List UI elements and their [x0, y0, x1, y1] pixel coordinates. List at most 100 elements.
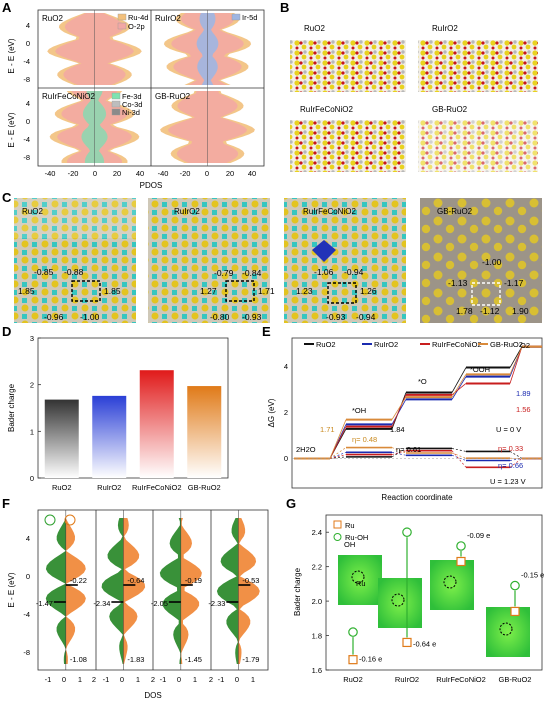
legend-o2p: O-2p: [128, 22, 145, 31]
svg-text:4: 4: [26, 99, 30, 108]
svg-text:-0.79: -0.79: [214, 268, 234, 278]
bar-0: [45, 400, 79, 478]
dos-xlabel: DOS: [144, 691, 161, 700]
legend-ir5d: Ir-5d: [242, 13, 257, 22]
bader-delta-label: -0.15 e: [521, 571, 544, 580]
dos-center-up: -0.53: [242, 576, 259, 585]
step-connector: [452, 374, 466, 397]
dos-spin-up: [238, 518, 259, 664]
dos-center-down: -2.34: [93, 599, 110, 608]
energy-legend-label: RuIrFeCoNiO2: [432, 340, 482, 349]
dos-xtick: 0: [120, 675, 124, 684]
panel-letter-g: G: [286, 496, 296, 511]
svg-text:-4: -4: [23, 135, 30, 144]
svg-text:-0.93: -0.93: [242, 312, 262, 322]
step-connector-u: [452, 451, 466, 468]
pdos-label-gb: GB-RuO2: [155, 92, 191, 101]
svg-text:40: 40: [248, 169, 256, 178]
svg-text:O2: O2: [520, 341, 530, 350]
svg-text:U = 1.23 V: U = 1.23 V: [490, 477, 526, 486]
structure-gb: [418, 120, 538, 172]
bader-bar-category: RuIrO2: [97, 483, 121, 492]
dos-xtick: -1: [103, 675, 110, 684]
legend-ru: Ru: [345, 521, 355, 530]
bar-1: [92, 396, 126, 478]
dos-spin-down: [46, 518, 66, 664]
step-connector: [392, 399, 406, 424]
legend-ru4d: Ru-4d: [128, 13, 148, 22]
svg-text:4: 4: [26, 21, 30, 30]
pdos-label-hea: RuIrFeCoNiO2: [42, 92, 95, 101]
step-connector-u: [452, 453, 466, 458]
svg-text:-0.85: -0.85: [34, 267, 54, 277]
ru-point: [511, 607, 519, 615]
structure-label-ruo2: RuO2: [304, 24, 325, 33]
inset-label-ru: Ru: [356, 579, 366, 588]
dos-xtick: 2: [92, 675, 96, 684]
step-connector: [392, 395, 406, 427]
svg-text:40: 40: [136, 169, 144, 178]
panel-c: C RuO2 RuIrO2 RuIrFeCoNiO2 GB-RuO2 -0.85…: [2, 190, 542, 323]
dos-xtick: 0: [62, 675, 66, 684]
svg-text:-8: -8: [23, 75, 30, 84]
panel-letter-b: B: [280, 0, 289, 15]
energy-xlabel: Reaction coordinate: [381, 493, 453, 502]
charge-map-ruiro2: [148, 198, 270, 323]
dos-center-down: -1.47: [36, 599, 53, 608]
svg-text:1.27: 1.27: [200, 286, 217, 296]
ru-point: [349, 656, 357, 664]
energy-legend-label: RuIrO2: [374, 340, 398, 349]
svg-text:-1.00: -1.00: [482, 257, 502, 267]
bader-scatter-category: RuO2: [343, 675, 363, 684]
bader-delta-label: -0.16 e: [359, 655, 382, 664]
bader-scatter-category: GB-RuO2: [499, 675, 532, 684]
bader-scatter-ytick: 2.2: [312, 563, 322, 572]
bader-inset-map: [486, 607, 530, 657]
svg-text:1.85: 1.85: [18, 286, 35, 296]
svg-text:0: 0: [26, 572, 30, 581]
bader-bar-category: RuO2: [52, 483, 72, 492]
step-connector: [392, 397, 406, 420]
panel-letter-d: D: [2, 324, 11, 339]
charge-label-ruo2: RuO2: [22, 207, 43, 216]
step-connector-u: [452, 448, 466, 451]
bader-scatter-ytick: 1.6: [312, 666, 322, 675]
bader-bar-category: GB-RuO2: [188, 483, 221, 492]
pdos-label-ruiro2: RuIrO2: [155, 14, 181, 23]
svg-text:-1.13: -1.13: [448, 278, 468, 288]
bader-bar-ytick: 1: [30, 427, 34, 436]
structure-label-hea: RuIrFeCoNiO2: [300, 105, 353, 114]
svg-text:-4: -4: [23, 57, 30, 66]
svg-text:-0.94: -0.94: [356, 312, 376, 322]
dos-center-bottom: -1.79: [242, 655, 259, 664]
bader-bar-ytick: 2: [30, 381, 34, 390]
svg-text:-40: -40: [45, 169, 56, 178]
dos-xtick: 0: [177, 675, 181, 684]
svg-text:2: 2: [284, 408, 288, 417]
bader-bar-ylabel: Bader charge: [7, 383, 16, 432]
svg-text:-40: -40: [158, 169, 169, 178]
bader-bar-category: RuIrFeCoNiO2: [132, 483, 182, 492]
dos-ylabel: E - E (eV): [7, 572, 16, 607]
bader-scatter-category: RuIrO2: [395, 675, 419, 684]
svg-text:η= 0.61: η= 0.61: [396, 445, 421, 454]
panel-letter-f: F: [2, 496, 10, 511]
panel-letter-a: A: [2, 0, 12, 15]
bader-delta-label: -0.09 e: [467, 531, 490, 540]
bader-scatter-ytick: 2.4: [312, 528, 322, 537]
svg-text:-1.06: -1.06: [314, 267, 334, 277]
panel-g: G 1.61.82.02.22.4 Bader charge Ru Ru-OH …: [286, 496, 544, 684]
dos-spin-up: [181, 518, 202, 664]
svg-text:0: 0: [93, 169, 97, 178]
svg-text:20: 20: [113, 169, 121, 178]
dos-xtick: 1: [193, 675, 197, 684]
svg-text:η= 0.66: η= 0.66: [498, 461, 523, 470]
svg-text:4: 4: [284, 362, 288, 371]
panel-letter-e: E: [262, 324, 271, 339]
svg-text:*OH: *OH: [352, 406, 366, 415]
bader-scatter-category: RuIrFeCoNiO2: [436, 675, 486, 684]
ru-point: [403, 638, 411, 646]
